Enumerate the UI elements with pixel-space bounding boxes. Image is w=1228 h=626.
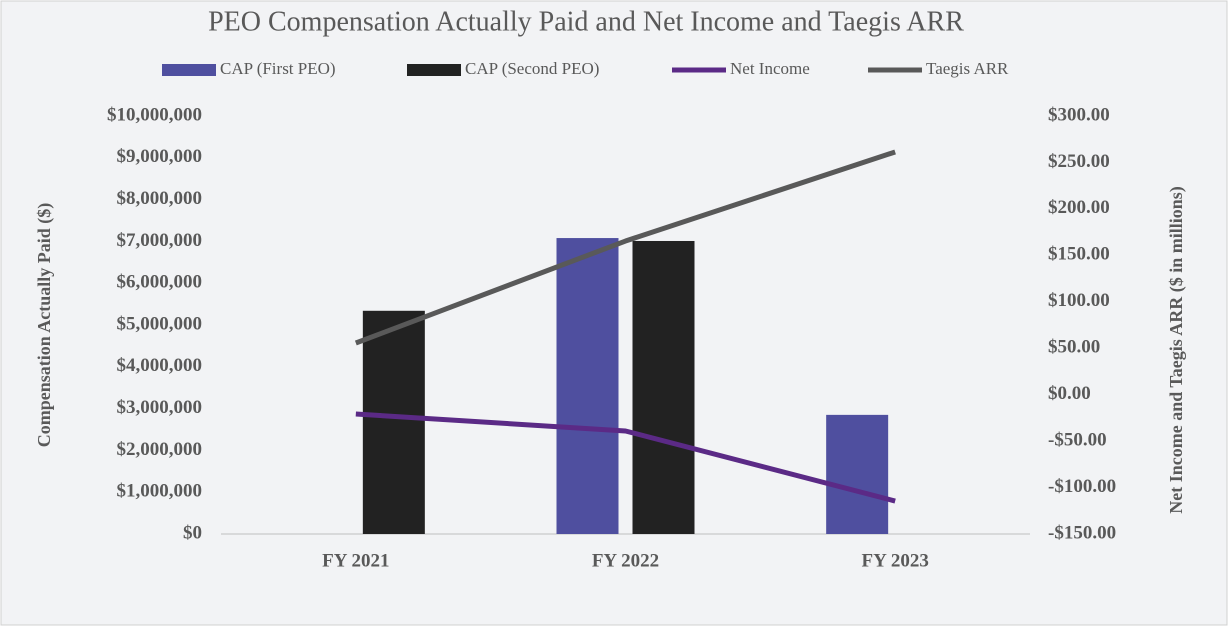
- y2-axis-title: Net Income and Taegis ARR ($ in millions…: [1166, 186, 1187, 514]
- y-tick-label: $1,000,000: [117, 481, 203, 502]
- chart-title: PEO Compensation Actually Paid and Net I…: [208, 6, 964, 37]
- bar: [826, 414, 889, 534]
- bar: [362, 310, 425, 534]
- y-tick-label: $5,000,000: [117, 313, 203, 334]
- y-tick-label: $9,000,000: [117, 146, 203, 167]
- y2-tick-label: -$50.00: [1048, 429, 1107, 450]
- y2-tick-label: $0.00: [1048, 383, 1091, 404]
- bar: [632, 240, 695, 534]
- y2-tick-label: $250.00: [1048, 151, 1110, 172]
- x-tick-label: FY 2023: [861, 550, 928, 571]
- line: [355, 411, 896, 504]
- line: [354, 149, 896, 346]
- x-tick-label: FY 2021: [322, 550, 389, 571]
- y-tick-label: $0: [183, 522, 202, 543]
- y2-tick-label: $50.00: [1048, 337, 1100, 358]
- bar: [556, 238, 619, 534]
- legend-label: CAP (First PEO): [220, 59, 336, 78]
- y-tick-label: $3,000,000: [117, 397, 203, 418]
- y2-tick-label: -$150.00: [1048, 522, 1116, 543]
- y2-tick-label: $200.00: [1048, 197, 1110, 218]
- y-tick-label: $7,000,000: [117, 230, 203, 251]
- y2-tick-label: -$100.00: [1048, 476, 1116, 497]
- y2-tick-label: $100.00: [1048, 290, 1110, 311]
- legend-label: Net Income: [730, 59, 810, 78]
- y-tick-label: $2,000,000: [117, 439, 203, 460]
- y-tick-label: $8,000,000: [117, 188, 203, 209]
- legend-swatch: [407, 64, 461, 76]
- legend-label: Taegis ARR: [926, 59, 1009, 78]
- legend-label: CAP (Second PEO): [465, 59, 599, 78]
- y-tick-label: $4,000,000: [117, 355, 203, 376]
- y-tick-label: $6,000,000: [117, 272, 203, 293]
- y-tick-label: $10,000,000: [107, 104, 202, 125]
- x-tick-label: FY 2022: [592, 550, 659, 571]
- y2-tick-label: $300.00: [1048, 104, 1110, 125]
- y2-tick-label: $150.00: [1048, 244, 1110, 265]
- legend-swatch: [162, 64, 216, 76]
- y-axis-title: Compensation Actually Paid ($): [34, 203, 55, 448]
